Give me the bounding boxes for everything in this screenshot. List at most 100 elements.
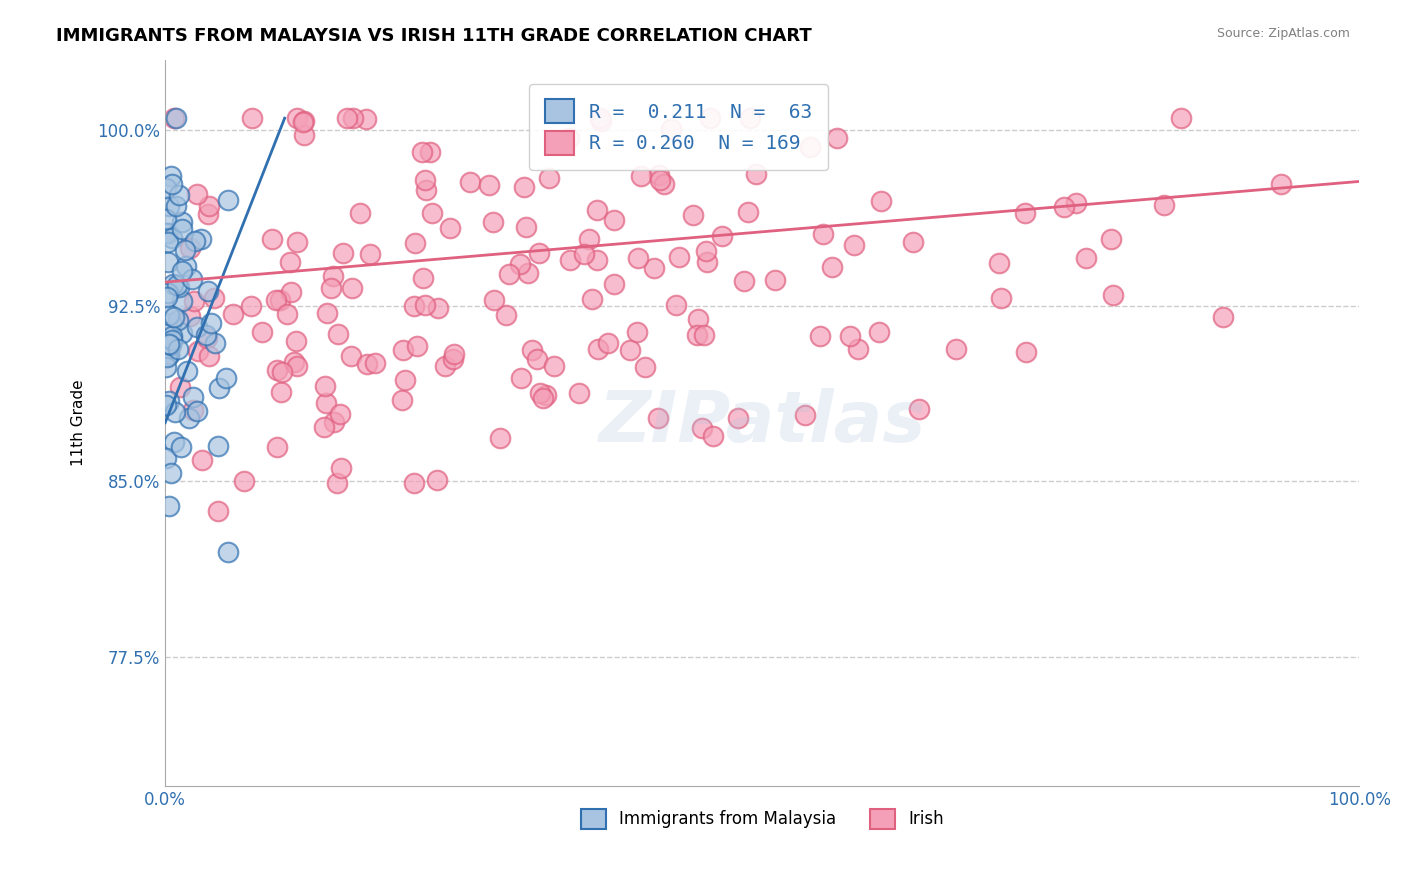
Point — [292, 114, 315, 128]
Point — [172, 215, 194, 229]
Point — [166, 278, 188, 293]
Point — [603, 213, 626, 227]
Point — [285, 111, 308, 125]
Point — [695, 244, 717, 259]
Point — [1053, 200, 1076, 214]
Point — [427, 301, 450, 316]
Point — [155, 360, 177, 375]
Point — [630, 169, 652, 183]
Point — [162, 177, 184, 191]
Point — [596, 336, 619, 351]
Point — [197, 285, 219, 299]
Point — [763, 273, 786, 287]
Point — [266, 440, 288, 454]
Point — [359, 246, 381, 260]
Point — [589, 114, 612, 128]
Point — [868, 326, 890, 340]
Point — [513, 179, 536, 194]
Point — [693, 327, 716, 342]
Point — [508, 257, 530, 271]
Point — [908, 402, 931, 417]
Point — [197, 331, 219, 345]
Point — [157, 393, 180, 408]
Text: IMMIGRANTS FROM MALAYSIA VS IRISH 11TH GRADE CORRELATION CHART: IMMIGRANTS FROM MALAYSIA VS IRISH 11TH G… — [56, 27, 813, 45]
Point — [498, 267, 520, 281]
Point — [846, 343, 869, 357]
Point — [1212, 310, 1234, 324]
Point — [233, 474, 256, 488]
Point — [173, 243, 195, 257]
Point — [312, 420, 335, 434]
Point — [1014, 206, 1036, 220]
Point — [441, 351, 464, 366]
Point — [155, 181, 177, 195]
Point — [602, 277, 624, 292]
Point — [335, 111, 357, 125]
Point — [179, 241, 201, 255]
Point — [162, 434, 184, 449]
Point — [269, 293, 291, 308]
Point — [260, 232, 283, 246]
Point — [543, 359, 565, 373]
Point — [181, 272, 204, 286]
Point — [159, 338, 181, 352]
Point — [534, 388, 557, 402]
Point — [170, 294, 193, 309]
Point — [402, 475, 425, 490]
Point — [509, 371, 531, 385]
Point — [702, 429, 724, 443]
Point — [665, 298, 688, 312]
Point — [284, 334, 307, 348]
Point — [686, 311, 709, 326]
Point — [170, 264, 193, 278]
Point — [647, 411, 669, 425]
Point — [349, 205, 371, 219]
Point — [404, 236, 426, 251]
Point — [198, 198, 221, 212]
Point — [711, 228, 734, 243]
Point — [690, 421, 713, 435]
Point — [322, 268, 344, 283]
Point — [585, 202, 607, 217]
Point — [1099, 232, 1122, 246]
Point — [184, 234, 207, 248]
Point — [668, 250, 690, 264]
Point — [208, 381, 231, 395]
Point — [160, 466, 183, 480]
Point — [1015, 345, 1038, 359]
Text: ZIPatlas: ZIPatlas — [599, 388, 927, 458]
Point — [174, 259, 197, 273]
Point — [167, 342, 190, 356]
Point — [844, 238, 866, 252]
Point — [157, 199, 180, 213]
Y-axis label: 11th Grade: 11th Grade — [72, 379, 86, 466]
Point — [581, 292, 603, 306]
Point — [1102, 287, 1125, 301]
Point — [187, 344, 209, 359]
Point — [515, 219, 537, 234]
Point — [484, 293, 506, 307]
Point — [240, 111, 263, 125]
Point — [699, 111, 721, 125]
Point — [793, 408, 815, 422]
Point — [516, 266, 538, 280]
Point — [901, 235, 924, 249]
Point — [332, 246, 354, 260]
Point — [157, 308, 180, 322]
Point — [157, 347, 180, 361]
Point — [264, 293, 287, 307]
Point — [169, 187, 191, 202]
Point — [156, 235, 179, 249]
Point — [626, 325, 648, 339]
Point — [280, 255, 302, 269]
Point — [271, 366, 294, 380]
Point — [170, 326, 193, 340]
Point — [292, 128, 315, 142]
Point — [643, 260, 665, 275]
Point — [354, 112, 377, 127]
Point — [413, 298, 436, 312]
Point — [221, 307, 243, 321]
Point — [634, 359, 657, 374]
Point — [291, 114, 314, 128]
Point — [568, 385, 591, 400]
